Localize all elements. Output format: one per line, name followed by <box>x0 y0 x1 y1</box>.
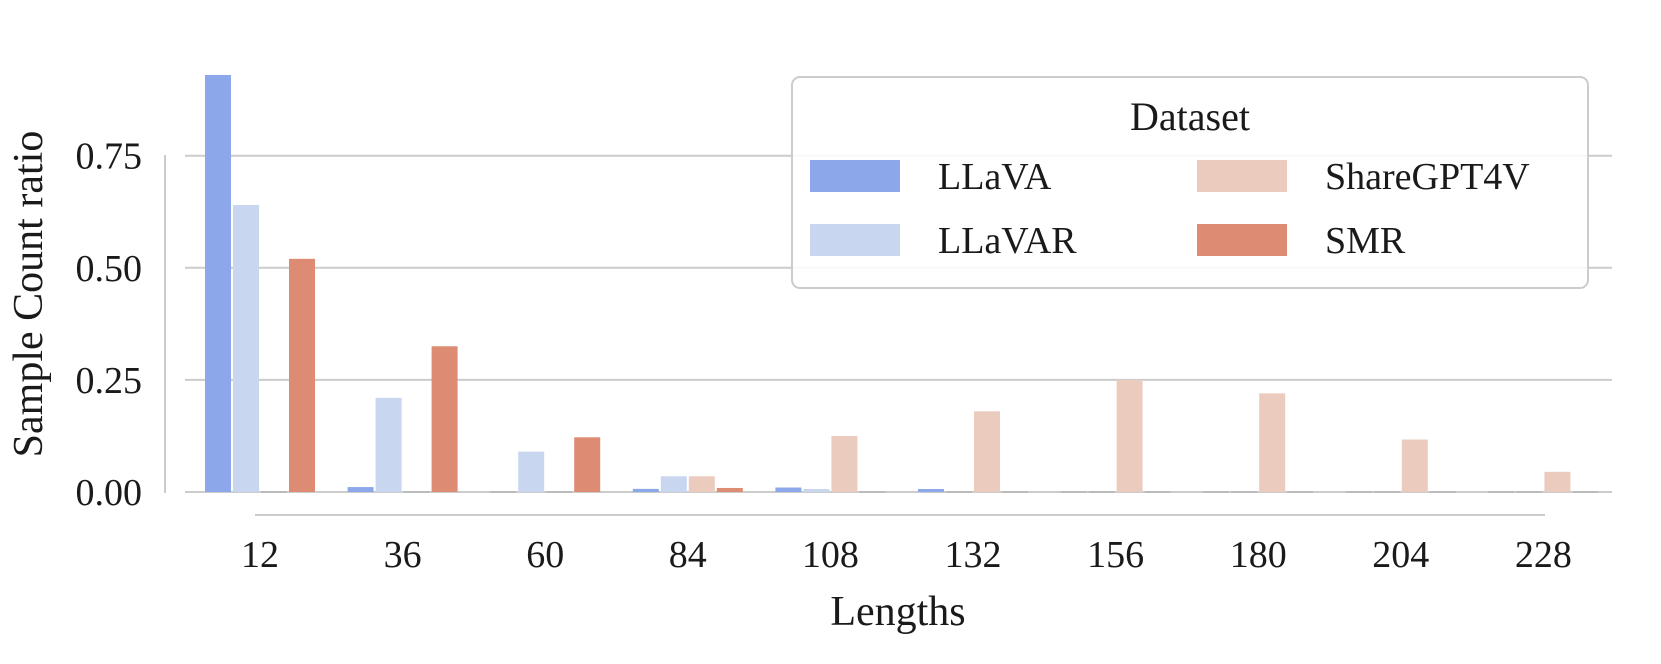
x-tick-label: 132 <box>945 534 1002 576</box>
bar-smr <box>574 437 601 492</box>
bar-llava <box>347 487 374 492</box>
bar-smr <box>716 487 743 492</box>
legend-swatch-llavar <box>810 224 900 256</box>
y-tick-label: 0.25 <box>76 360 143 402</box>
legend-label-llavar: LLaVAR <box>938 220 1077 262</box>
legend-box <box>791 76 1589 289</box>
x-tick-label: 204 <box>1372 534 1429 576</box>
x-axis-label: Lengths <box>830 589 965 635</box>
bar-llavar <box>660 476 687 492</box>
x-tick-label: 180 <box>1230 534 1287 576</box>
bar-sharegpt4v <box>688 476 715 492</box>
bar-smr <box>289 258 315 492</box>
bar-sharegpt4v <box>1116 379 1143 492</box>
legend-label-sharegpt4v: ShareGPT4V <box>1325 156 1530 198</box>
bar-sharegpt4v <box>1259 393 1286 492</box>
x-tick-label: 12 <box>241 534 279 576</box>
y-tick-label: 0.50 <box>76 248 143 290</box>
y-axis-label: Sample Count ratio <box>6 131 52 458</box>
x-tick-labels: 12 36 60 84 108 132 156 180 204 228 <box>241 534 1572 576</box>
y-tick-labels: 0.00 0.25 0.50 0.75 <box>76 136 143 514</box>
x-tick-label: 36 <box>384 534 422 576</box>
legend-title: Dataset <box>1130 94 1250 139</box>
bar-llava <box>205 75 231 492</box>
legend-label-smr: SMR <box>1325 220 1406 262</box>
y-tick-label: 0.75 <box>76 136 143 178</box>
legend-swatch-smr <box>1197 224 1287 256</box>
bar-llavar <box>375 397 402 492</box>
legend: Dataset LLaVA LLaVAR ShareGPT4V SMR <box>791 76 1589 289</box>
legend-label-llava: LLaVA <box>938 156 1052 198</box>
bar-llavar <box>518 451 545 492</box>
bar-llavar <box>803 489 830 492</box>
y-tick-label: 0.00 <box>76 472 143 514</box>
x-tick-label: 108 <box>802 534 859 576</box>
bar-smr <box>431 346 458 492</box>
bar-sharegpt4v <box>974 411 1000 492</box>
bar-llava <box>918 489 944 492</box>
bar-sharegpt4v <box>1544 471 1571 492</box>
x-tick-label: 156 <box>1087 534 1144 576</box>
bar-sharegpt4v <box>831 435 858 492</box>
x-tick-label: 60 <box>526 534 564 576</box>
bar-llava <box>775 487 802 492</box>
legend-swatch-sharegpt4v <box>1197 160 1287 192</box>
x-tick-label: 228 <box>1515 534 1572 576</box>
bars <box>205 75 1599 493</box>
bar-llava <box>632 488 659 492</box>
bar-sharegpt4v <box>1401 439 1428 492</box>
bar-llavar <box>233 205 259 492</box>
legend-swatch-llava <box>810 160 900 192</box>
x-tick-label: 84 <box>669 534 707 576</box>
